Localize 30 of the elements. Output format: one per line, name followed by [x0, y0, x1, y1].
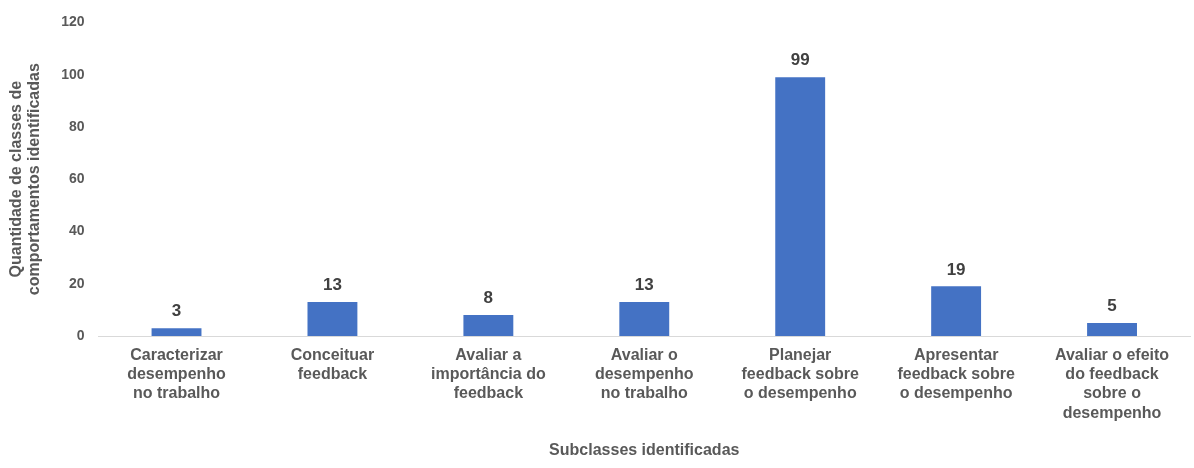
- x-tick-label: Conceituar feedback: [290, 346, 375, 383]
- data-label: 19: [946, 259, 966, 279]
- bar: [463, 315, 514, 336]
- data-label: 13: [634, 275, 654, 295]
- x-tick-label: Avaliar o efeito do feedback sobre o desempenho: [1054, 346, 1170, 421]
- x-axis-title: Subclasses identificadas: [549, 440, 740, 458]
- x-tick-label: Apresentar feedback sobre o desempenho: [897, 346, 1015, 402]
- y-tick-label: 20: [68, 274, 85, 291]
- y-tick-label: 0: [76, 326, 85, 343]
- data-label: 3: [171, 301, 182, 321]
- x-tick-label: Avaliar o desempenho no trabalho: [594, 346, 694, 402]
- y-tick-label: 80: [68, 117, 85, 134]
- data-label: 5: [1107, 296, 1117, 316]
- bar: [619, 302, 670, 336]
- bar: [775, 77, 826, 336]
- y-tick-label: 120: [61, 13, 85, 30]
- bar: [151, 328, 202, 336]
- data-label: 8: [483, 288, 494, 308]
- y-tick-label: 40: [68, 222, 85, 239]
- bar: [307, 302, 358, 336]
- y-tick-label: 60: [68, 170, 85, 187]
- x-tick-label: Avaliar a importância do feedback: [431, 346, 546, 402]
- y-axis-title: Quantidade de classes de comportamentos identificadas: [7, 63, 42, 296]
- data-label: 99: [790, 50, 810, 70]
- y-tick-label: 100: [61, 65, 85, 82]
- bar: [931, 286, 982, 336]
- x-tick-label: Planejar feedback sobre o desempenho: [741, 346, 859, 402]
- x-tick-label: Caracterizar desempenho no trabalho: [127, 346, 227, 402]
- data-label: 13: [322, 275, 342, 295]
- bar: [1087, 322, 1137, 336]
